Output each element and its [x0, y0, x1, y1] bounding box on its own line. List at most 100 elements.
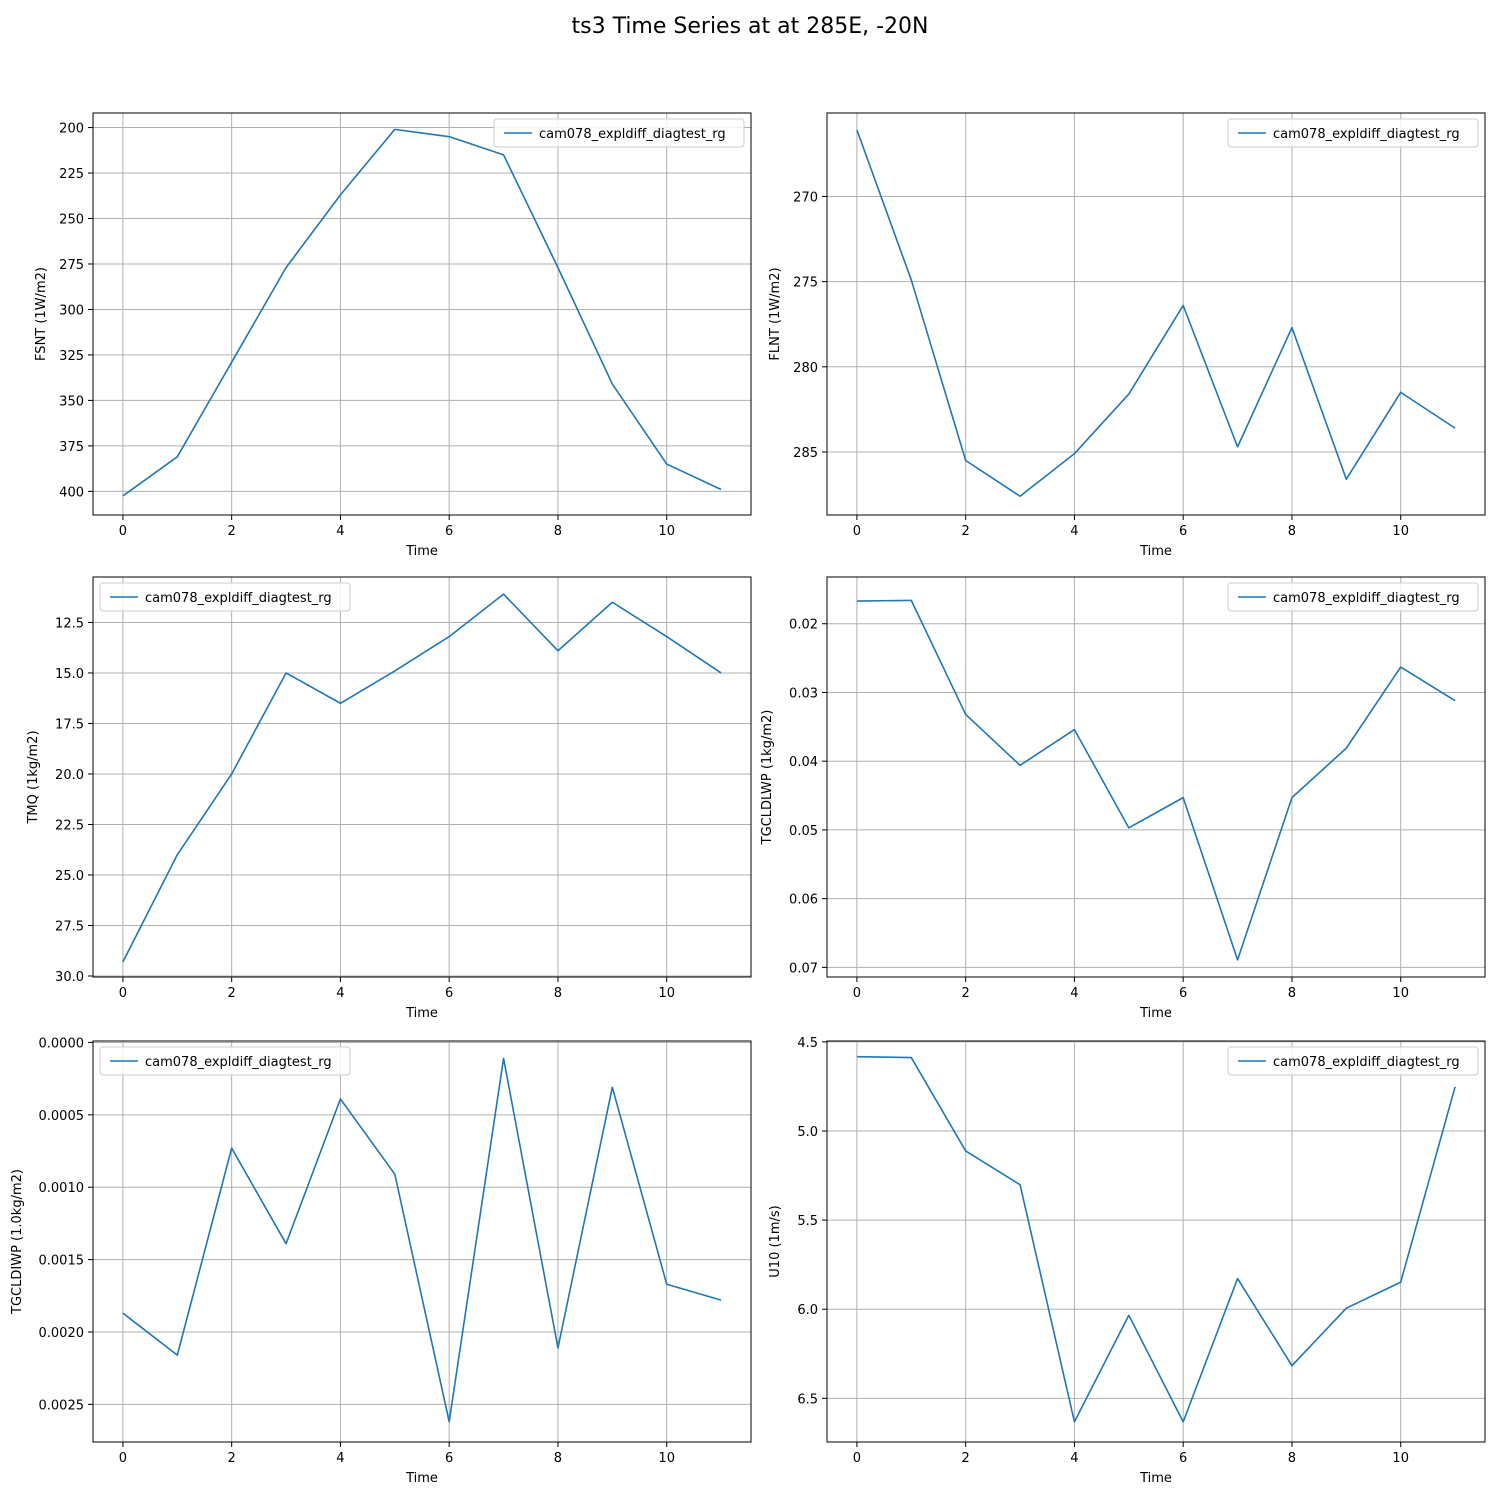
figure-title: ts3 Time Series at at 285E, -20N: [571, 14, 929, 39]
y-tick-label: 270: [793, 190, 818, 205]
x-tick-label: 2: [962, 1451, 970, 1466]
y-tick-label: 30.0: [55, 970, 84, 985]
x-tick-label: 8: [1288, 1451, 1296, 1466]
legend: cam078_expldiff_diagtest_rg: [493, 118, 745, 148]
axes-frame: [826, 576, 1486, 978]
y-axis-label: TGCLDIWP (1.0kg/m2): [10, 1169, 25, 1315]
data-point: [176, 1354, 178, 1356]
subplot-6: 0 2 4 6 8 10 4.5 5.0 5.5 6.0 6.5 Time U10 (1m/s) cam0…: [768, 1036, 1486, 1486]
y-tick-label: 25.0: [55, 869, 84, 884]
y-tick-label: 0.02: [789, 618, 818, 633]
axes-frame: [826, 112, 1486, 516]
data-point: [965, 459, 967, 461]
series-line: [856, 1055, 1456, 1423]
y-tick-label: 0.0025: [39, 1398, 85, 1413]
data-point: [910, 279, 912, 281]
data-point: [339, 194, 341, 196]
data-point: [1019, 1184, 1021, 1186]
subplot-3: 0 2 4 6 8 10 12.5 15.0 17.5 20.0 22.5 25.0 27.5 30.0 T…: [26, 576, 752, 1021]
data-point: [231, 773, 233, 775]
x-tick-label: 6: [445, 986, 453, 1001]
data-point: [448, 1421, 450, 1423]
y-tick-label: 0.05: [789, 824, 818, 839]
data-point: [1128, 393, 1130, 395]
data-point: [1345, 747, 1347, 749]
data-point: [557, 1347, 559, 1349]
data-point: [503, 154, 505, 156]
x-tick-label: 8: [554, 1451, 562, 1466]
data-point: [910, 599, 912, 601]
x-tick-label: 6: [1179, 524, 1187, 539]
data-point: [1400, 391, 1402, 393]
y-tick-label: 6.0: [797, 1303, 818, 1318]
data-point: [1019, 495, 1021, 497]
x-tick-label: 10: [658, 986, 675, 1001]
data-point: [1237, 446, 1239, 448]
data-point: [666, 636, 668, 638]
data-point: [856, 129, 858, 131]
x-tick-label: 8: [554, 524, 562, 539]
data-point: [1454, 427, 1456, 429]
x-tick-label: 10: [658, 524, 675, 539]
data-point: [394, 1173, 396, 1175]
y-tick-label: 280: [793, 361, 818, 376]
y-tick-label: 20.0: [55, 768, 84, 783]
data-point: [1454, 1086, 1456, 1088]
y-tick-label: 0.0005: [39, 1109, 85, 1124]
x-tick-label: 0: [119, 1451, 127, 1466]
data-point: [1073, 729, 1075, 731]
x-tick-label: 2: [962, 524, 970, 539]
data-point: [720, 672, 722, 674]
data-point: [231, 361, 233, 363]
x-axis-label: Time: [1139, 1471, 1172, 1486]
data-point: [1291, 327, 1293, 329]
x-tick-label: 6: [445, 1451, 453, 1466]
data-point: [1128, 827, 1130, 829]
series-line: [122, 1057, 722, 1423]
legend-label: cam078_expldiff_diagtest_rg: [145, 591, 332, 606]
subplot-2: 0 2 4 6 8 10 270 275 280 285 Time FLNT (1W/m2) cam07…: [768, 112, 1486, 559]
y-tick-label: 0.0010: [39, 1181, 85, 1196]
legend-box: [99, 582, 351, 612]
data-point: [1400, 1281, 1402, 1283]
legend-label: cam078_expldiff_diagtest_rg: [1273, 127, 1460, 142]
x-tick-label: 0: [119, 524, 127, 539]
data-point: [1454, 700, 1456, 702]
legend: cam078_expldiff_diagtest_rg: [99, 1046, 351, 1076]
x-tick-label: 6: [445, 524, 453, 539]
data-point: [1345, 478, 1347, 480]
y-axis-label: TMQ (1kg/m2): [26, 730, 41, 824]
x-tick-label: 8: [1288, 524, 1296, 539]
data-point: [394, 128, 396, 130]
data-point: [448, 136, 450, 138]
data-point: [122, 495, 124, 497]
data-point: [856, 1056, 858, 1058]
data-point: [1182, 304, 1184, 306]
y-axis-label: FLNT (1W/m2): [768, 267, 783, 360]
y-tick-label: 0.0015: [39, 1254, 85, 1269]
y-tick-label: 15.0: [55, 667, 84, 682]
x-tick-label: 0: [119, 986, 127, 1001]
data-point: [1400, 666, 1402, 668]
x-tick-label: 6: [1179, 986, 1187, 1001]
x-tick-label: 0: [853, 986, 861, 1001]
data-point: [339, 702, 341, 704]
y-axis-label: FSNT (1W/m2): [34, 267, 49, 361]
y-tick-label: 300: [59, 303, 84, 318]
data-point: [1182, 797, 1184, 799]
y-tick-label: 0.07: [789, 961, 818, 976]
legend-box: [1227, 118, 1479, 148]
data-point: [176, 854, 178, 856]
axes-frame: [92, 1040, 752, 1443]
y-tick-label: 285: [793, 446, 818, 461]
data-point: [176, 456, 178, 458]
x-tick-label: 2: [228, 1451, 236, 1466]
y-tick-label: 0.03: [789, 686, 818, 701]
data-point: [1345, 1307, 1347, 1309]
y-tick-label: 6.5: [797, 1392, 818, 1407]
legend-label: cam078_expldiff_diagtest_rg: [145, 1055, 332, 1070]
data-point: [611, 1086, 613, 1088]
data-point: [1237, 959, 1239, 961]
y-tick-label: 275: [59, 258, 84, 273]
legend: cam078_expldiff_diagtest_rg: [1227, 1046, 1479, 1076]
